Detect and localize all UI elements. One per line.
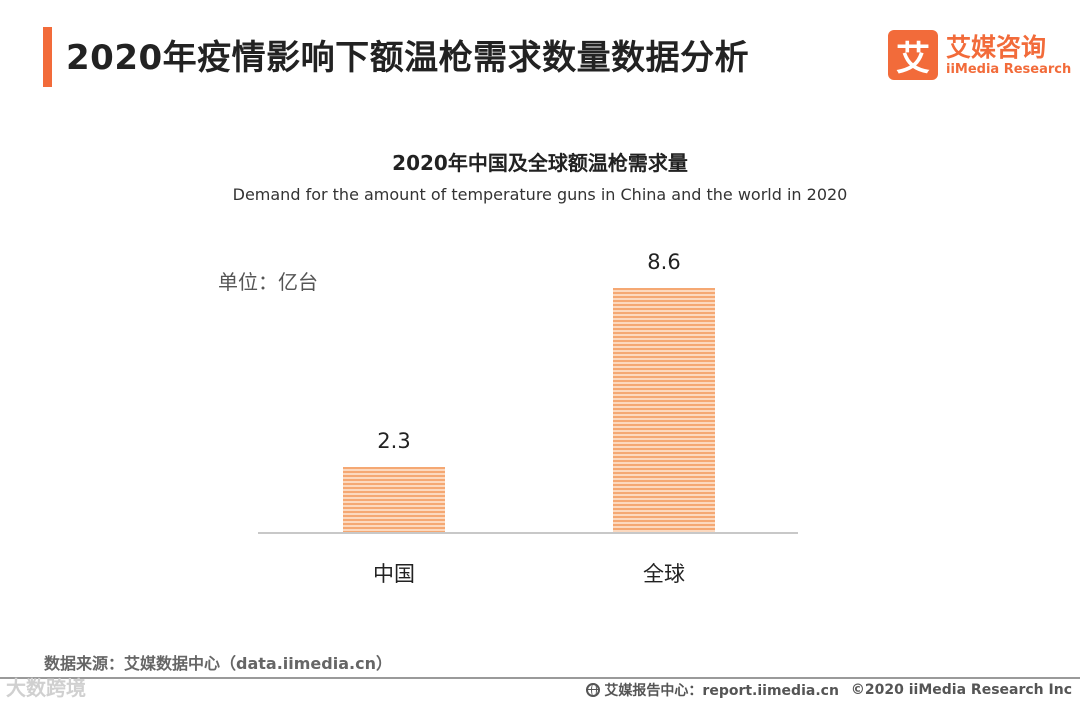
category-label: 全球 (643, 562, 685, 586)
bar-value-label: 8.6 (647, 250, 681, 275)
brand-logo: 艾 艾媒咨询 iiMedia Research (888, 30, 1071, 84)
watermark: 大数跨境 (6, 676, 86, 700)
unit-label: 单位：亿台 (218, 270, 318, 294)
globe-icon (586, 683, 601, 697)
x-axis-line (258, 532, 798, 534)
logo-chinese-name: 艾媒咨询 (946, 33, 1047, 62)
bar-china (343, 466, 445, 532)
footer-info: 艾媒报告中心：report.iimedia.cn ©2020 iiMedia R… (586, 680, 1072, 700)
chart-subtitle: Demand for the amount of temperature gun… (232, 185, 848, 204)
logo-english-name: iiMedia Research (946, 62, 1072, 77)
bar-value-label: 2.3 (377, 428, 411, 453)
chart-title: 2020年中国及全球额温枪需求量 (392, 151, 688, 175)
data-source: 数据来源：艾媒数据中心（data.iimedia.cn） (44, 654, 392, 673)
title-accent-bar (43, 27, 52, 87)
page-title: 2020年疫情影响下额温枪需求数量数据分析 (66, 38, 750, 78)
bar-global (613, 288, 715, 532)
category-label: 中国 (373, 562, 415, 586)
report-center-link[interactable]: 艾媒报告中心：report.iimedia.cn (604, 683, 839, 699)
footer-divider (0, 677, 1080, 679)
copyright: ©2020 iiMedia Research Inc (850, 682, 1072, 698)
logo-mark: 艾 (888, 30, 938, 80)
